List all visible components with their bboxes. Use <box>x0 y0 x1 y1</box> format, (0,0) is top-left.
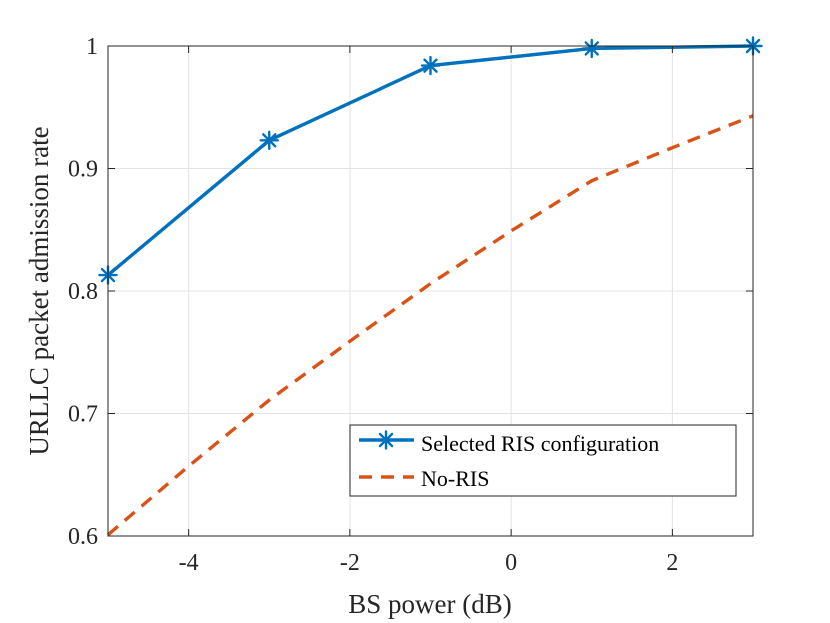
legend-label-series-1: Selected RIS configuration <box>421 431 659 456</box>
y-tick-label: 0.9 <box>68 157 98 183</box>
x-tick-label: -4 <box>179 550 199 576</box>
y-tick-label: 1 <box>86 34 98 60</box>
series-line-2 <box>106 114 754 537</box>
y-axis-title: URLLC packet admission rate <box>24 126 54 455</box>
data-point-series-1 <box>582 38 602 59</box>
y-tick-label: 0.8 <box>68 279 98 305</box>
grid <box>108 46 753 536</box>
x-tick-label: 0 <box>505 550 517 576</box>
y-tick-label: 0.6 <box>68 524 98 550</box>
legend-marker-series-1 <box>376 430 396 450</box>
legend-label-series-2: No-RIS <box>421 466 489 491</box>
y-tick-label: 0.7 <box>68 402 98 428</box>
x-tick-label: 2 <box>666 550 678 576</box>
data-point-series-1 <box>420 55 441 76</box>
x-axis-title: BS power (dB) <box>348 589 512 619</box>
x-tick-label: -2 <box>340 550 360 576</box>
axis-ticks <box>108 45 753 537</box>
legend-entries <box>359 430 414 479</box>
legend-box <box>349 424 737 497</box>
tick-labels: -4 -2 0 2 0.6 0.7 0.8 0.9 1 <box>68 34 678 576</box>
data-point-series-1 <box>259 130 279 151</box>
legend: Selected RIS configuration No-RIS <box>349 424 737 497</box>
